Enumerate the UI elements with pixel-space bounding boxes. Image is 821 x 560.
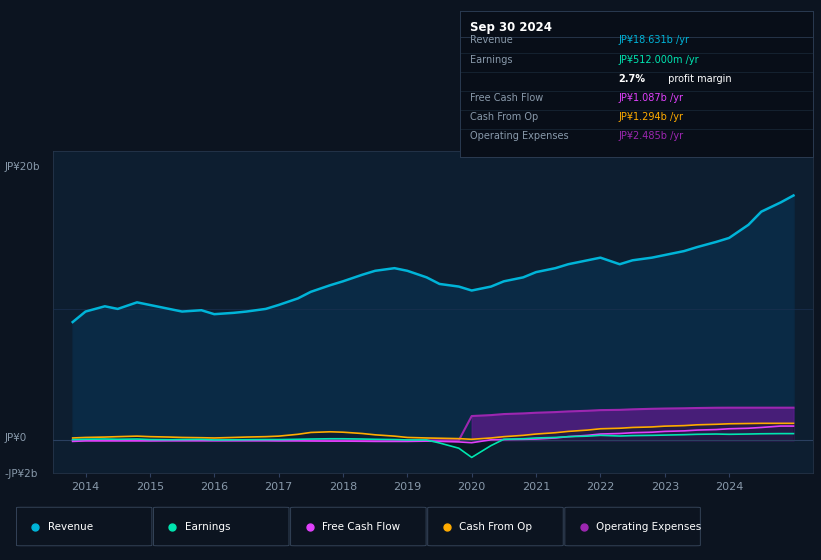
Text: Earnings: Earnings (470, 55, 513, 65)
Text: profit margin: profit margin (664, 74, 732, 84)
Text: Operating Expenses: Operating Expenses (470, 131, 569, 141)
Text: JP¥20b: JP¥20b (4, 162, 39, 172)
Text: Free Cash Flow: Free Cash Flow (470, 93, 544, 103)
Text: Cash From Op: Cash From Op (459, 521, 532, 531)
Text: Cash From Op: Cash From Op (470, 112, 539, 122)
Text: Revenue: Revenue (48, 521, 93, 531)
Text: JP¥1.087b /yr: JP¥1.087b /yr (619, 93, 684, 103)
Text: Revenue: Revenue (470, 35, 513, 45)
Text: JP¥0: JP¥0 (4, 432, 26, 442)
Text: Free Cash Flow: Free Cash Flow (322, 521, 400, 531)
Text: JP¥1.294b /yr: JP¥1.294b /yr (619, 112, 684, 122)
Text: -JP¥2b: -JP¥2b (4, 469, 38, 479)
Text: Operating Expenses: Operating Expenses (596, 521, 701, 531)
Text: JP¥2.485b /yr: JP¥2.485b /yr (619, 131, 684, 141)
Text: 2.7%: 2.7% (619, 74, 645, 84)
Text: Earnings: Earnings (185, 521, 230, 531)
Text: Sep 30 2024: Sep 30 2024 (470, 21, 553, 34)
Text: JP¥512.000m /yr: JP¥512.000m /yr (619, 55, 699, 65)
Text: JP¥18.631b /yr: JP¥18.631b /yr (619, 35, 690, 45)
